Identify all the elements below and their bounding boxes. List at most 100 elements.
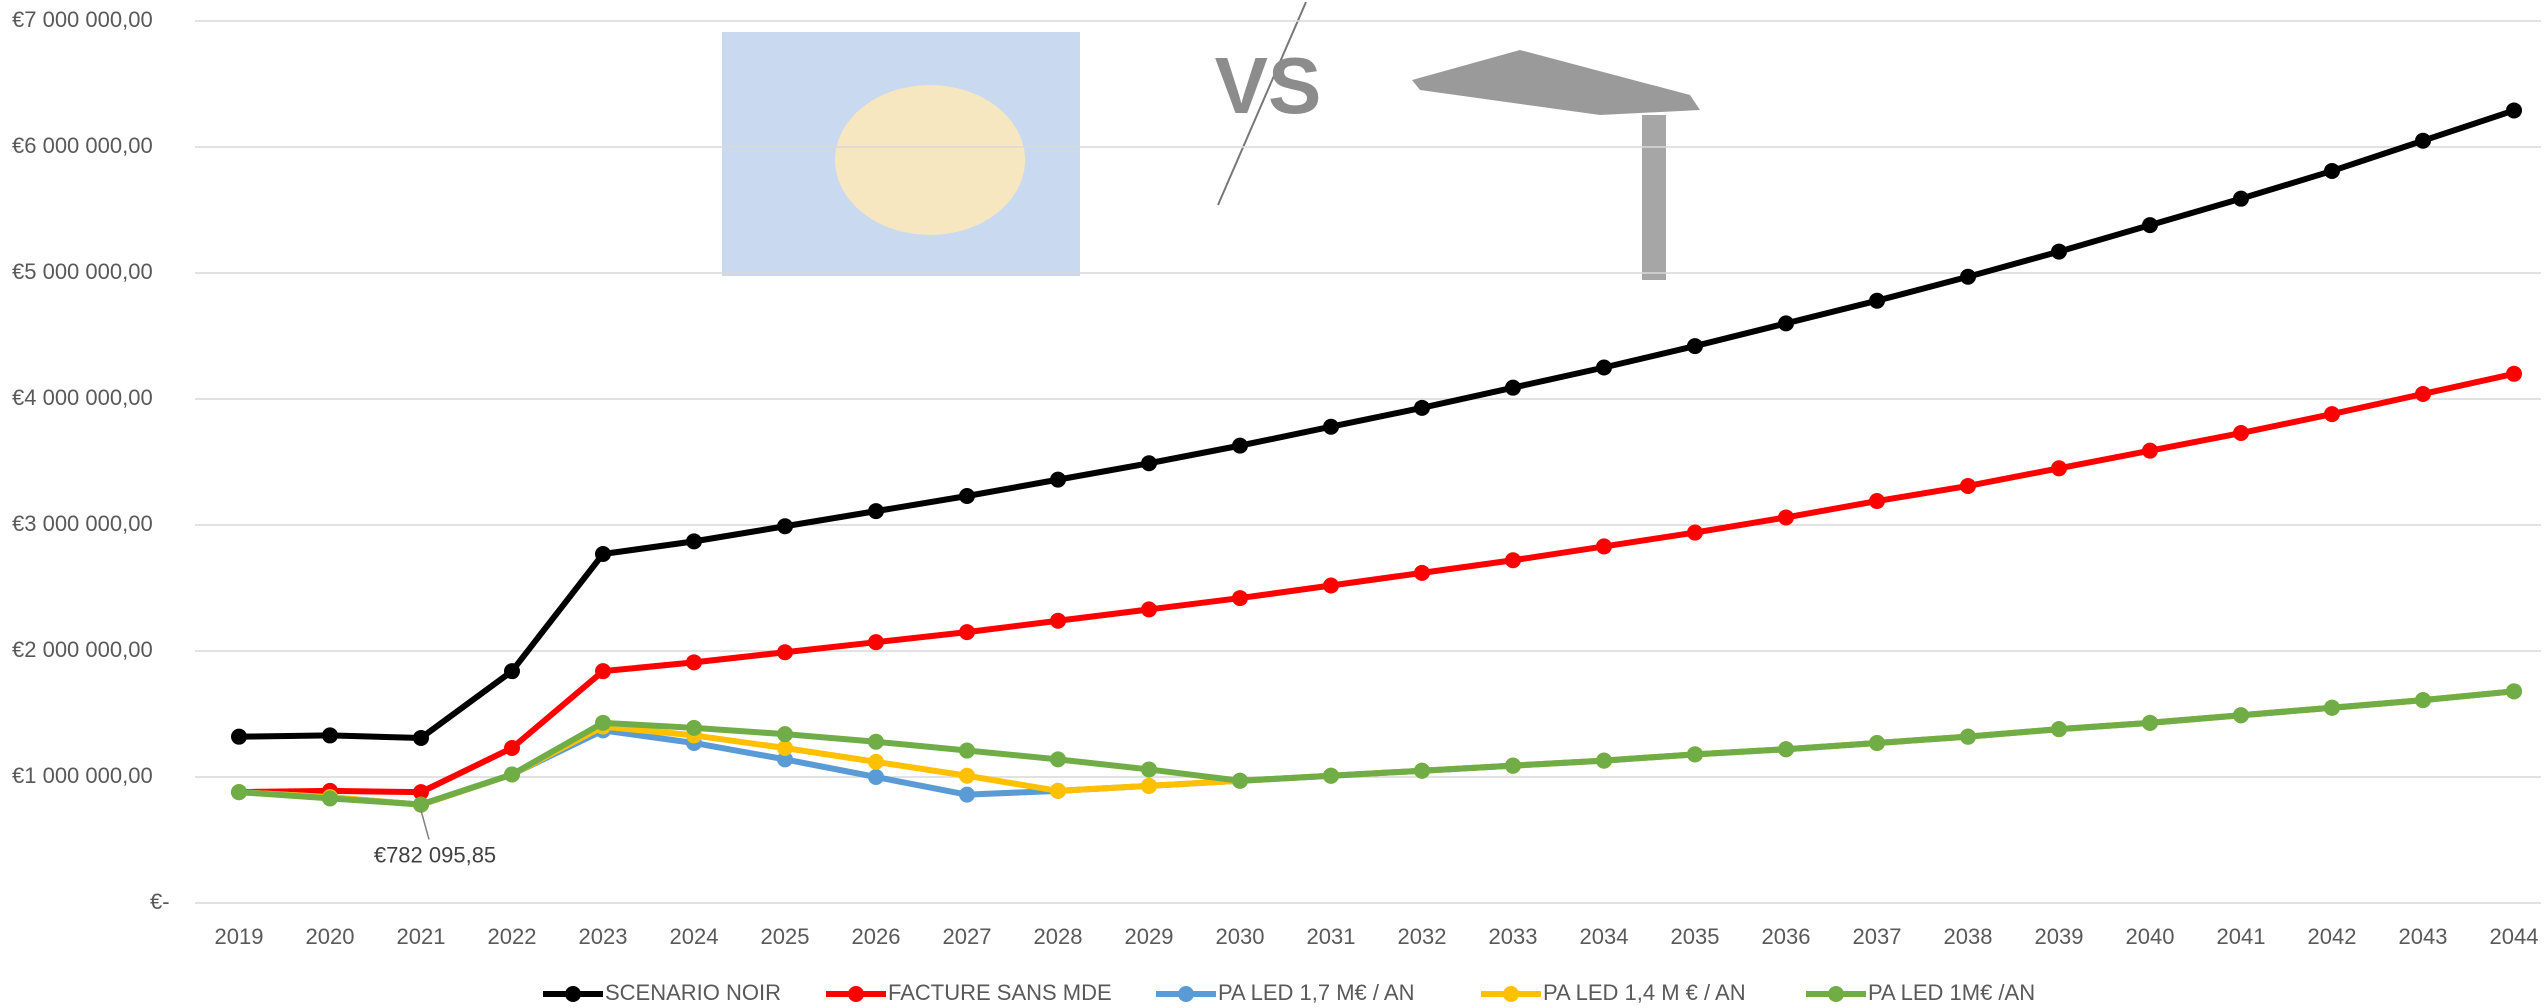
data-point — [1050, 751, 1066, 768]
x-tick-label: 2043 — [2399, 924, 2448, 949]
data-point — [1232, 437, 1248, 454]
data-point — [2506, 102, 2522, 119]
old-lamp-glow — [835, 85, 1025, 235]
x-tick-label: 2037 — [1853, 924, 1902, 949]
x-tick-label: 2036 — [1762, 924, 1811, 949]
data-point — [2415, 692, 2431, 709]
legend-marker — [848, 986, 864, 1002]
y-tick-label: €2 000 000,00 — [12, 637, 153, 662]
data-point — [686, 719, 702, 736]
data-point — [504, 663, 520, 680]
data-point — [1960, 268, 1976, 285]
data-point — [2233, 190, 2249, 207]
data-point — [231, 784, 247, 801]
series-line — [238, 688, 2515, 808]
x-tick-label: 2023 — [579, 924, 628, 949]
legend-label: PA LED 1,7 M€ / AN — [1218, 980, 1414, 1005]
data-point — [868, 753, 884, 770]
data-point — [595, 714, 611, 731]
legend-marker — [1178, 986, 1194, 1002]
data-point — [1869, 292, 1885, 309]
x-tick-label: 2042 — [2308, 924, 2357, 949]
data-point — [1869, 493, 1885, 510]
y-tick-label: €7 000 000,00 — [12, 7, 153, 32]
data-point — [2324, 699, 2340, 716]
data-point — [1414, 399, 1430, 416]
x-tick-label: 2028 — [1034, 924, 1083, 949]
data-point — [1505, 552, 1521, 569]
data-point — [777, 644, 793, 661]
data-point — [1869, 734, 1885, 751]
x-tick-label: 2020 — [306, 924, 355, 949]
data-point — [1505, 757, 1521, 774]
series-line — [238, 688, 2515, 808]
legend-label: SCENARIO NOIR — [605, 980, 781, 1005]
data-point — [1141, 777, 1157, 794]
data-point — [595, 663, 611, 680]
data-point — [413, 796, 429, 813]
x-tick-label: 2034 — [1580, 924, 1629, 949]
data-point — [1596, 752, 1612, 769]
legend-label: PA LED 1,4 M € / AN — [1543, 980, 1746, 1005]
legend-marker — [1503, 986, 1519, 1002]
x-tick-label: 2022 — [488, 924, 537, 949]
data-point — [959, 767, 975, 784]
x-tick-label: 2033 — [1489, 924, 1538, 949]
x-tick-label: 2019 — [215, 924, 264, 949]
data-point — [1050, 612, 1066, 629]
data-point — [686, 533, 702, 550]
data-point — [2142, 714, 2158, 731]
legend-marker — [1828, 986, 1844, 1002]
data-point — [959, 742, 975, 759]
data-point — [1505, 379, 1521, 396]
x-tick-label: 2029 — [1125, 924, 1174, 949]
x-tick-label: 2031 — [1307, 924, 1356, 949]
x-tick-label: 2024 — [670, 924, 719, 949]
y-tick-label: €4 000 000,00 — [12, 385, 153, 410]
y-tick-label: €- — [150, 889, 170, 914]
x-tick-label: 2040 — [2126, 924, 2175, 949]
data-point — [1323, 418, 1339, 435]
data-point — [1323, 577, 1339, 594]
data-point — [2506, 683, 2522, 700]
y-tick-label: €5 000 000,00 — [12, 259, 153, 284]
data-point — [777, 518, 793, 535]
data-point — [2142, 217, 2158, 234]
data-point — [595, 545, 611, 562]
data-point — [1960, 728, 1976, 745]
data-point — [1687, 338, 1703, 355]
data-point — [413, 729, 429, 746]
data-point — [322, 727, 338, 744]
data-point — [2233, 425, 2249, 442]
data-point — [1050, 471, 1066, 488]
x-tick-label: 2038 — [1944, 924, 1993, 949]
data-point — [1778, 509, 1794, 526]
data-point — [777, 726, 793, 743]
data-point — [1050, 782, 1066, 799]
y-tick-label: €3 000 000,00 — [12, 511, 153, 536]
annotation: €782 095,85 — [374, 842, 496, 867]
data-point — [959, 488, 975, 505]
data-point — [1232, 772, 1248, 789]
data-point — [2233, 707, 2249, 724]
data-point — [2324, 162, 2340, 179]
x-tick-label: 2026 — [852, 924, 901, 949]
legend-label: PA LED 1M€ /AN — [1868, 980, 2035, 1005]
data-point — [1960, 477, 1976, 494]
data-point — [959, 624, 975, 641]
data-point — [322, 790, 338, 807]
data-point — [504, 766, 520, 783]
data-point — [1778, 741, 1794, 758]
legend-label: FACTURE SANS MDE — [888, 980, 1112, 1005]
data-point — [1232, 590, 1248, 607]
data-point — [2051, 460, 2067, 477]
data-point — [2506, 365, 2522, 382]
x-tick-label: 2032 — [1398, 924, 1447, 949]
data-point — [2051, 243, 2067, 260]
annotation-leader — [420, 810, 430, 840]
data-point — [1778, 315, 1794, 332]
data-point — [2415, 132, 2431, 149]
x-tick-label: 2027 — [943, 924, 992, 949]
data-point — [1323, 767, 1339, 784]
